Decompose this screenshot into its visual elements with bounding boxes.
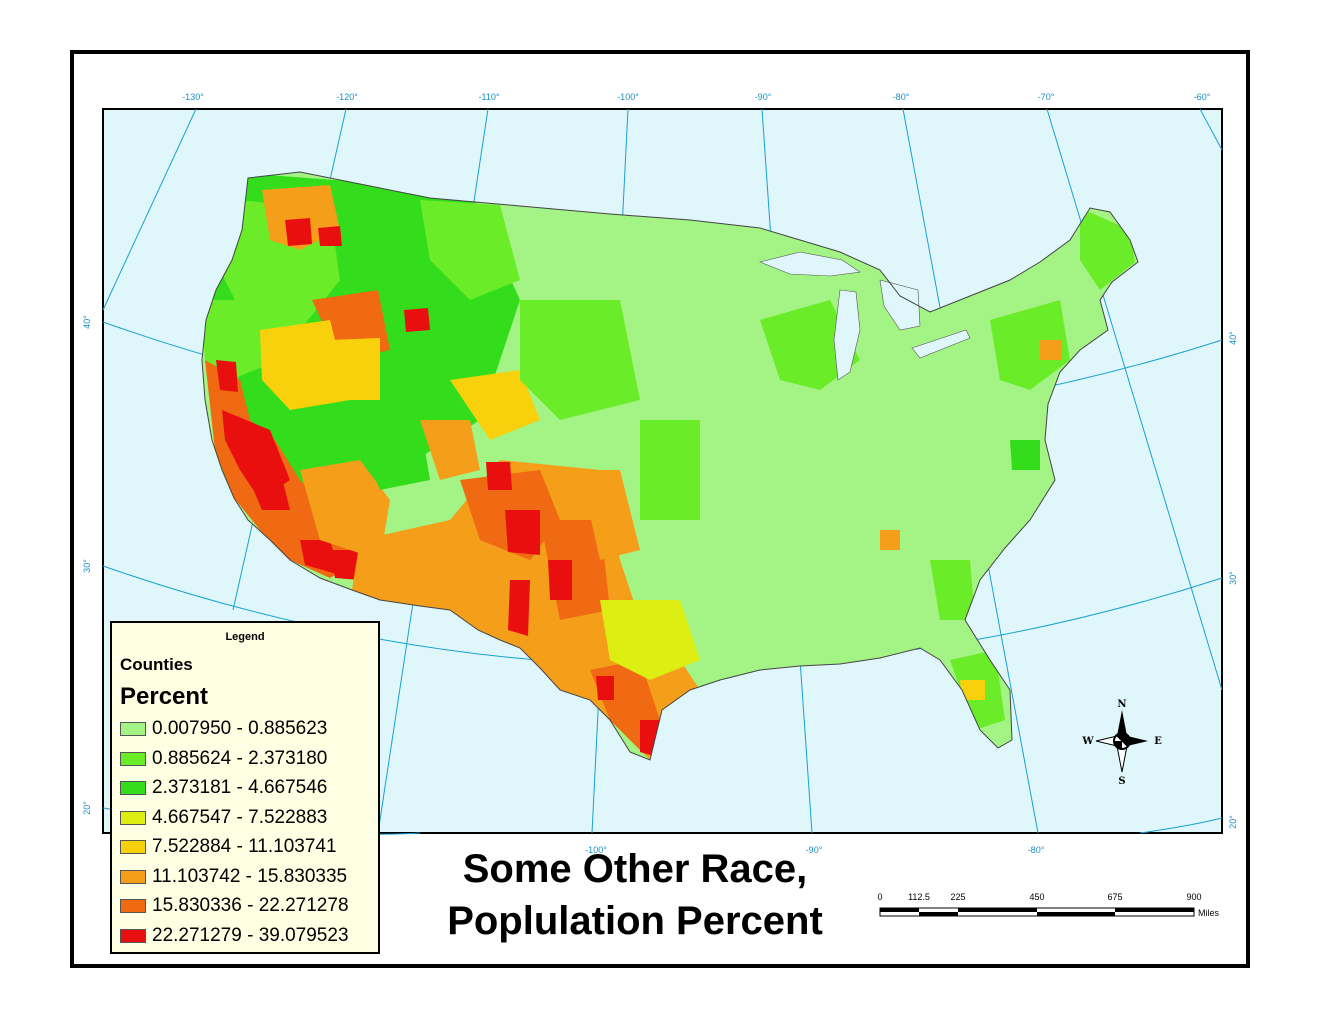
scale-bar-tick-label: 0 [877,892,883,902]
scale-bar-graphic [879,907,1195,917]
legend-class-row: 0.885624 - 2.373180 [120,747,327,771]
legend-layer-name: Counties [120,655,193,674]
longitude-label: -80° [893,92,910,102]
latitude-label: 40° [82,315,92,329]
latitude-label: 30° [1228,571,1238,585]
map-title-line2: Poplulation Percent [447,899,823,943]
meridian-60 [1199,108,1223,151]
longitude-label: -100° [617,92,639,102]
latitude-label: 40° [1228,331,1238,345]
longitude-label: -130° [182,92,204,102]
legend-class-row: 7.522884 - 11.103741 [120,835,337,859]
legend-swatch [120,751,146,766]
us-outline [201,171,1139,761]
map-title-line1: Some Other Race, [462,847,808,891]
legend-swatch [120,810,146,825]
longitude-label: -100° [585,845,607,855]
meridian-70 [1046,108,1223,691]
scale-bar-tick-label: 450 [1029,892,1045,902]
longitude-label: -60° [1194,92,1211,102]
longitude-label: -80° [1028,845,1045,855]
longitude-label: -120° [336,92,358,102]
latitude-label: 20° [1228,815,1238,829]
legend-field-name: Percent [120,683,209,710]
compass-n: N [1117,699,1126,710]
legend-class-row: 22.271279 - 39.079523 [120,924,349,948]
parallel-20-east [1139,817,1223,834]
county-choropleth [202,172,1138,760]
legend-class-row: 2.373181 - 4.667546 [120,776,327,800]
legend-swatch [120,781,146,795]
legend-class-label: 22.271279 - 39.079523 [152,924,349,946]
legend-class-row: 15.830336 - 22.271278 [120,894,349,918]
scale-bar-tick-label: 900 [1186,892,1202,902]
latitude-label: 30° [82,559,92,573]
longitude-labels-bottom: -100° -90° -80° [585,845,1045,855]
compass-w: W [1081,736,1094,747]
latitude-labels-right: 40° 30° 20° [1228,331,1238,829]
legend-swatch [120,869,146,884]
lake-erie [911,329,971,359]
compass-e: E [1154,736,1162,747]
legend-class-label: 4.667547 - 7.522883 [152,806,328,828]
scale-bar-tick-label: 675 [1107,892,1123,902]
longitude-label: -90° [806,845,823,855]
legend-title: Legend [225,631,265,643]
legend-class-row: 0.007950 - 0.885623 [120,717,327,741]
legend-swatch [120,928,146,943]
legend-class-row: 4.667547 - 7.522883 [120,806,327,830]
legend: Legend Counties Percent 0.007950 - 0.885… [110,621,380,954]
legend-class-label: 0.007950 - 0.885623 [152,718,328,739]
lake-huron [879,279,921,331]
longitude-labels-top: -130° -120° -110° -100° -90° -80° -70° -60° [182,92,1211,102]
compass-rose-icon: N S W E [1081,699,1162,787]
legend-class-row: 11.103742 - 15.830335 [120,865,347,889]
map-neatline [70,50,1250,968]
meridian-130 [102,108,197,311]
scale-bar: 0 112.5 225 450 675 900 Miles [870,890,1230,930]
legend-swatch [120,722,146,736]
north-arrow: N S W E [1074,696,1170,787]
scale-bar-tick-label: 112.5 [908,892,930,902]
lake-superior [759,251,861,277]
longitude-label: -110° [479,92,500,102]
map-title: Some Other Race, Poplulation Percent [392,843,878,947]
latitude-labels-left: 40° 30° 20° [82,315,92,815]
scale-bar-unit: Miles [1198,908,1220,918]
legend-swatch [120,899,146,913]
legend-class-label: 0.885624 - 2.373180 [152,747,328,769]
scale-bar-tick-label: 225 [950,892,966,902]
legend-swatch [120,840,146,854]
great-lakes [759,251,971,381]
legend-class-label: 7.522884 - 11.103741 [152,836,337,857]
legend-class-label: 11.103742 - 15.830335 [152,865,348,887]
legend-class-label: 15.830336 - 22.271278 [152,895,349,916]
latitude-label: 20° [82,801,92,815]
compass-s: S [1118,776,1125,786]
legend-class-label: 2.373181 - 4.667546 [152,777,328,798]
longitude-label: -90° [755,92,772,102]
longitude-label: -70° [1038,92,1055,102]
lake-michigan [833,289,861,381]
